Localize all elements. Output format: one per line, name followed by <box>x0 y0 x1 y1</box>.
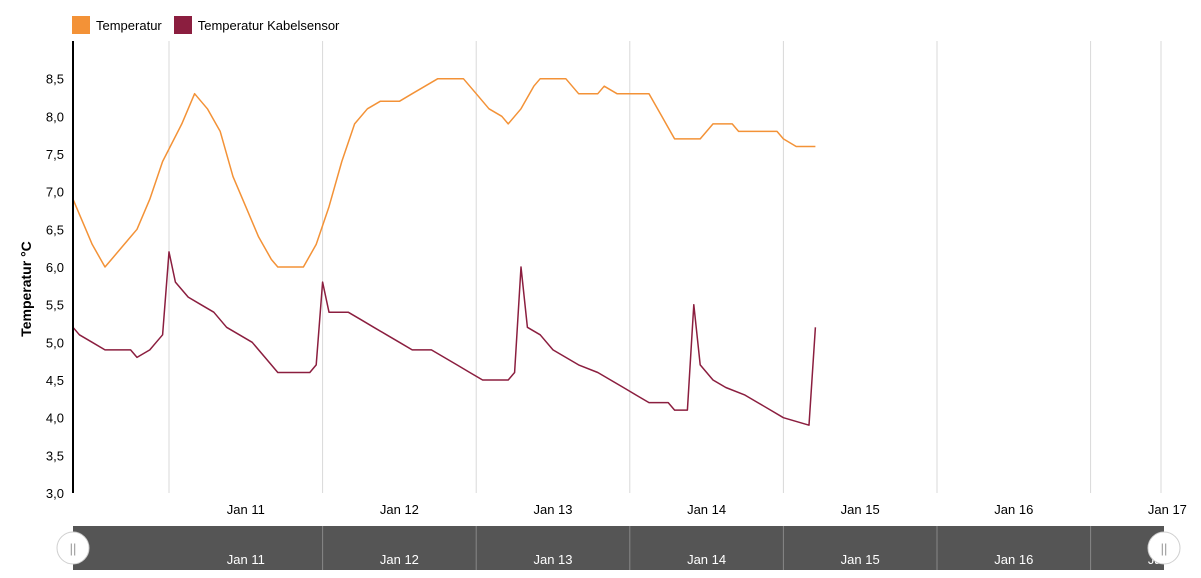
y-tick-label: 4,0 <box>46 411 64 426</box>
navigator-label: Jan 15 <box>841 552 880 567</box>
series-line-kabelsensor <box>72 251 817 426</box>
navigator-label: Jan 12 <box>380 552 419 567</box>
legend-item-kabelsensor[interactable]: Temperatur Kabelsensor <box>173 16 340 34</box>
series-line-temperatur <box>72 77 816 268</box>
navigator-track[interactable] <box>73 526 1164 570</box>
legend: Temperatur Temperatur Kabelsensor <box>72 16 339 34</box>
y-tick-label: 6,5 <box>46 222 64 237</box>
navigator-label: Jan 13 <box>533 552 572 567</box>
x-tick-label: Jan 16 <box>994 502 1033 517</box>
navigator-handle-left-knob[interactable] <box>56 531 90 565</box>
y-tick-label: 6,0 <box>46 260 64 275</box>
x-tick-label: Jan 11 <box>227 502 265 517</box>
grid-lines <box>168 41 1162 493</box>
legend-label-kabelsensor: Temperatur Kabelsensor <box>197 17 340 33</box>
legend-item-temperatur[interactable]: Temperatur <box>72 16 162 34</box>
navigator-label: Jan 14 <box>687 552 726 567</box>
x-tick-label: Jan 15 <box>841 502 880 517</box>
y-tick-label: 8,5 <box>46 72 64 87</box>
navigator-handle-left[interactable]: || <box>56 531 90 565</box>
navigator-label: Jan 16 <box>994 552 1033 567</box>
y-tick-label: 8,0 <box>46 109 64 124</box>
legend-swatch-temperatur <box>72 16 90 34</box>
navigator-handle-right-knob[interactable] <box>1147 531 1181 565</box>
y-tick-label: 7,0 <box>46 185 64 200</box>
drag-handle-icon: || <box>1161 541 1168 556</box>
x-tick-label: Jan 12 <box>380 502 419 517</box>
x-tick-label: Jan 14 <box>687 502 726 517</box>
y-tick-label: 5,5 <box>46 298 64 313</box>
y-axis-ticks: 3,0 3,5 4,0 4,5 5,0 5,5 6,0 6,5 7,0 7,5 8,0 8,5 <box>46 72 64 501</box>
navigator-label: Jan 11 <box>227 552 265 567</box>
drag-handle-icon: || <box>70 541 77 556</box>
y-tick-label: 3,5 <box>46 448 64 463</box>
y-axis-label: Temperatur °C <box>18 241 34 337</box>
legend-label-temperatur: Temperatur <box>96 17 162 33</box>
y-tick-label: 5,0 <box>46 335 64 350</box>
x-axis-ticks: Jan 11 Jan 12 Jan 13 Jan 14 Jan 15 Jan 16 Jan … <box>227 502 1187 517</box>
legend-swatch-kabelsensor <box>173 16 192 34</box>
series-lines <box>72 77 817 426</box>
y-tick-label: 4,5 <box>46 373 64 388</box>
navigator-handle-right[interactable]: || <box>1147 531 1181 565</box>
y-tick-label: 7,5 <box>46 147 64 162</box>
x-tick-label: Jan 17 <box>1148 502 1187 517</box>
y-tick-label: 3,0 <box>46 486 64 501</box>
x-tick-label: Jan 13 <box>533 502 572 517</box>
